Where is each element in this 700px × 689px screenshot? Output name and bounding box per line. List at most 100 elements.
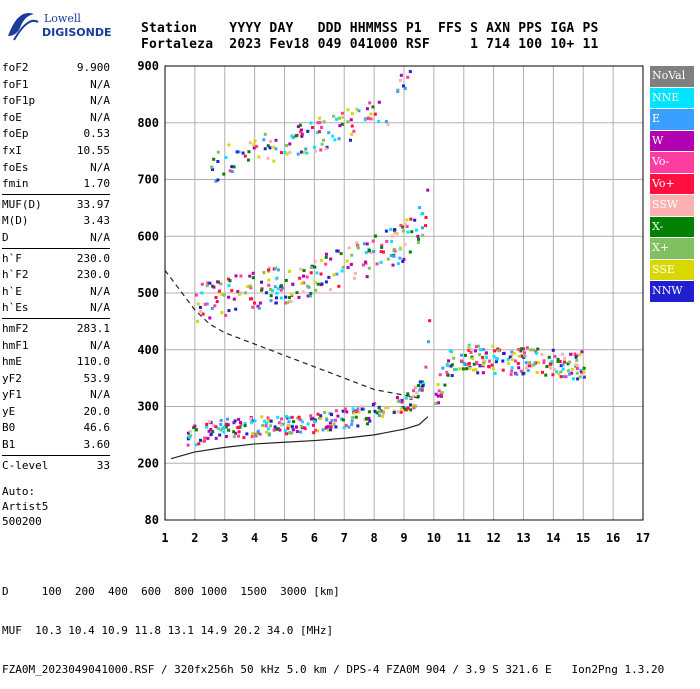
echo-point: [419, 380, 423, 384]
echo-point: [350, 112, 354, 116]
legend-item: NNE: [650, 87, 694, 108]
echo-point: [395, 396, 399, 400]
echo-point: [260, 280, 264, 284]
echo-point: [224, 313, 228, 317]
echo-point: [258, 432, 262, 436]
echo-point: [448, 349, 452, 353]
echo-point: [236, 425, 240, 429]
echo-point: [367, 266, 371, 270]
echo-point: [243, 424, 247, 428]
header-line-1: Station YYYY DAY DDD HHMMSS P1 FFS S AXN…: [141, 21, 599, 36]
echo-point: [522, 351, 526, 355]
echo-point: [416, 384, 420, 388]
echo-point: [232, 435, 236, 439]
param-key: yF2: [2, 371, 22, 385]
param-key: B0: [2, 421, 16, 435]
echo-point: [247, 150, 251, 154]
echo-point: [267, 433, 271, 437]
echo-point: [410, 230, 414, 234]
echo-point: [420, 380, 424, 384]
echo-point: [337, 116, 341, 120]
echo-point: [341, 115, 345, 119]
echo-point: [298, 276, 302, 280]
echo-point: [340, 111, 344, 115]
echo-point: [285, 152, 289, 156]
param-key: B1: [2, 438, 16, 452]
echo-point: [365, 242, 369, 246]
echo-point: [336, 414, 340, 418]
echo-point: [509, 372, 513, 376]
echo-point: [198, 305, 202, 309]
echo-point: [421, 382, 425, 386]
echo-point: [205, 422, 209, 426]
echo-point: [226, 423, 230, 427]
param-key: foE: [2, 110, 22, 124]
x-tick-label: 9: [400, 531, 407, 545]
echo-point: [260, 288, 264, 292]
echo-point: [344, 423, 348, 427]
echo-point: [396, 410, 400, 414]
echo-point: [377, 414, 381, 418]
echo-point: [188, 429, 192, 433]
echo-point: [232, 165, 236, 169]
echo-point: [243, 154, 247, 158]
echo-point: [314, 428, 318, 432]
echo-point: [408, 70, 412, 74]
echo-point: [302, 426, 306, 430]
echo-point: [284, 415, 288, 419]
echo-point: [362, 242, 366, 246]
echo-point: [373, 112, 377, 116]
echo-point: [313, 149, 317, 153]
echo-point: [474, 345, 478, 349]
echo-point: [399, 73, 403, 77]
echo-point: [555, 370, 559, 374]
echo-point: [330, 413, 334, 417]
echo-point: [474, 368, 478, 372]
echo-point: [315, 271, 319, 275]
echo-point: [290, 431, 294, 435]
echo-point: [420, 388, 424, 392]
param-value: 230.0: [76, 268, 110, 282]
echo-point: [279, 288, 283, 292]
echo-point: [329, 288, 333, 292]
echo-point: [302, 150, 306, 154]
echo-point: [398, 78, 402, 82]
echo-point: [570, 371, 574, 375]
echo-point: [405, 225, 409, 229]
echo-point: [224, 435, 228, 439]
echo-point: [334, 425, 338, 429]
echo-point: [214, 436, 218, 440]
param-value: 10.55: [76, 143, 110, 157]
param-value: N/A: [90, 77, 110, 91]
echo-point: [295, 291, 299, 295]
echo-point: [324, 252, 328, 256]
echo-point: [434, 402, 438, 406]
echo-point: [398, 256, 402, 260]
param-key: foF1: [2, 77, 29, 91]
echo-point: [386, 405, 390, 409]
echo-point: [302, 281, 306, 285]
echo-point: [392, 228, 396, 232]
echo-point: [571, 377, 575, 381]
echo-point: [287, 420, 291, 424]
param-row: B1 3.60: [2, 437, 110, 454]
echo-point: [458, 367, 462, 371]
echo-point: [332, 114, 336, 118]
echo-point: [309, 414, 313, 418]
echo-point: [446, 373, 450, 377]
echo-point: [520, 347, 524, 351]
echo-point: [313, 265, 317, 269]
footer-distance: D 100 200 400 600 800 1000 1500 3000 [km…: [2, 585, 340, 598]
echo-point: [262, 138, 266, 142]
echo-point: [268, 146, 272, 150]
echo-point: [379, 260, 383, 264]
echo-point: [299, 267, 303, 271]
echo-point: [350, 422, 354, 426]
echo-point: [413, 218, 417, 222]
echo-point: [461, 367, 465, 371]
echo-point: [525, 366, 529, 370]
echo-point: [400, 400, 404, 404]
echo-point: [403, 407, 407, 411]
param-value: 3.43: [83, 214, 111, 228]
echo-point: [399, 407, 403, 411]
